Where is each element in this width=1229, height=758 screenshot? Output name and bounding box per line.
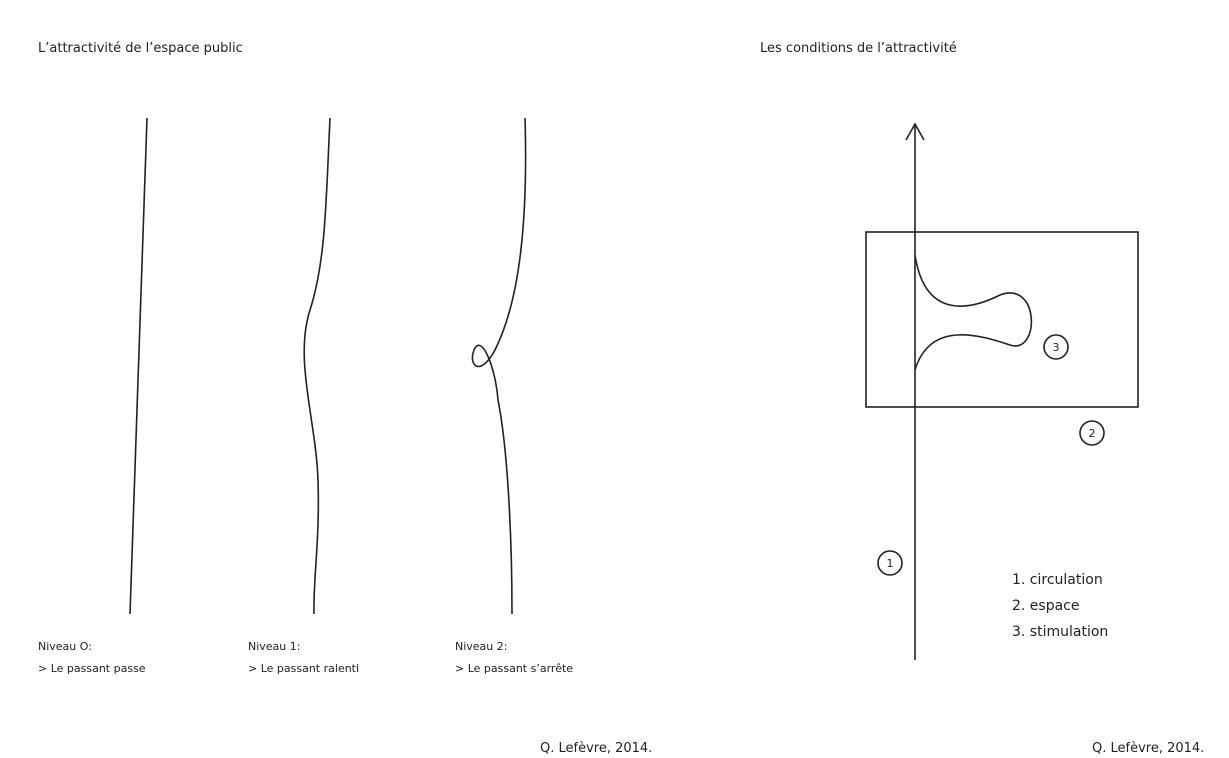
path-level-1 — [303, 117, 331, 615]
legend-item: 3. stimulation — [1012, 624, 1108, 640]
legend-item: 1. circulation — [1012, 572, 1103, 588]
level-desc: > Le passant passe — [38, 662, 146, 675]
stimulation-loop — [914, 254, 1033, 371]
marker: 1 — [887, 557, 894, 570]
path-level-2 — [471, 117, 527, 615]
marker-circle — [1079, 420, 1105, 446]
level-label: Niveau 2: — [455, 640, 507, 653]
path-level-0 — [129, 117, 148, 615]
arrow-head — [905, 122, 925, 141]
marker: 3 — [1053, 341, 1060, 354]
level-desc: > Le passant s’arrête — [455, 662, 573, 675]
legend-item: 2. espace — [1012, 598, 1080, 614]
level-label: Niveau 1: — [248, 640, 300, 653]
marker-circle — [877, 550, 903, 576]
marker-circle — [1043, 334, 1069, 360]
level-label: Niveau O: — [38, 640, 92, 653]
credit: Q. Lefèvre, 2014. — [540, 741, 652, 756]
level-desc: > Le passant ralenti — [248, 662, 359, 675]
space-box — [865, 231, 1139, 408]
marker: 2 — [1089, 427, 1096, 440]
credit: Q. Lefèvre, 2014. — [1092, 741, 1204, 756]
right-title: Les conditions de l’attractivité — [760, 41, 957, 56]
left-title: L’attractivité de l’espace public — [38, 41, 243, 56]
